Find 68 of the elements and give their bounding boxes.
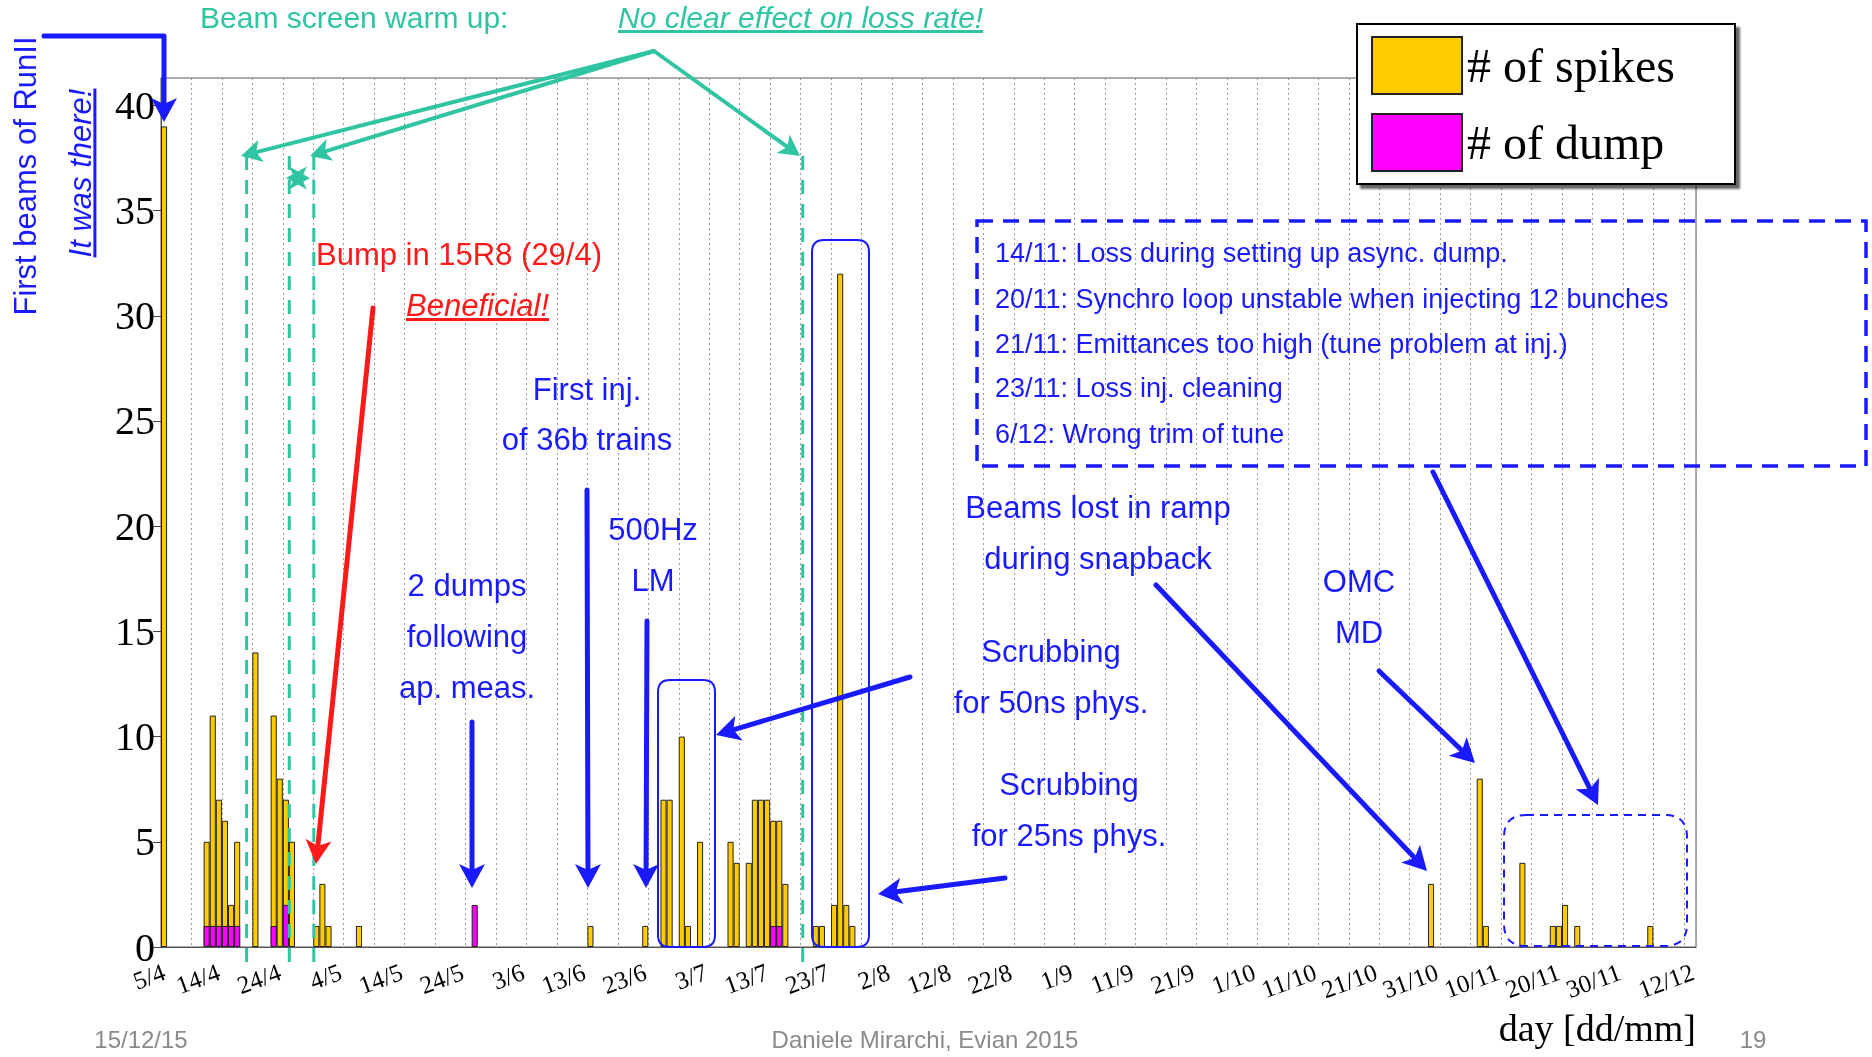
y-tick-label: 30	[115, 293, 155, 339]
x-tick-label: 31/10	[1378, 958, 1442, 1004]
text: 19	[1739, 1026, 1767, 1055]
annotation: 2 dumps following ap. meas.	[398, 567, 536, 707]
annotation: 20/11: Synchro loop unstable when injecting 12 bunches	[995, 283, 1669, 316]
x-tick-label: 13/6	[537, 958, 589, 999]
x-tick-label: 12/8	[903, 958, 955, 999]
x-tick-label: 2/8	[854, 958, 894, 995]
x-tick-label: 20/11	[1501, 958, 1564, 1003]
annotation: 500Hz LM	[608, 511, 698, 600]
x-tick-label: 1/9	[1037, 958, 1077, 995]
text: Beam screen warm up:	[200, 0, 509, 36]
x-tick-label: 23/6	[598, 958, 650, 999]
x-tick-label: 14/4	[172, 958, 224, 999]
bar	[697, 841, 704, 947]
bar	[355, 925, 363, 947]
x-tick-label: 14/5	[355, 958, 407, 999]
y-tick-label: 40	[115, 82, 155, 128]
annotation: 23/11: Loss inj. cleaning	[995, 372, 1283, 405]
x-tick-label: 22/8	[964, 958, 1016, 999]
legend-label: # of dump	[1467, 116, 1665, 169]
x-tick-label: 3/6	[488, 958, 529, 995]
x-tick-label: 1/10	[1207, 958, 1259, 999]
annotation: First inj. of 36b trains	[501, 371, 673, 459]
text: 15/12/15	[94, 1026, 188, 1055]
annotation: 6/12: Wrong trim of tune	[995, 418, 1285, 451]
bar	[252, 652, 259, 947]
x-tick-label: 23/7	[781, 958, 833, 999]
x-tick-label: 11/10	[1258, 958, 1320, 1003]
y-tick-label: 5	[135, 819, 155, 865]
x-tick-label: 21/9	[1147, 958, 1199, 999]
x-tick-label: 30/11	[1562, 958, 1625, 1003]
annotation: OMC MD	[1322, 563, 1396, 652]
bar	[587, 925, 594, 947]
x-tick-label: 21/10	[1318, 958, 1381, 1004]
bar	[161, 126, 168, 947]
annotation: 14/11: Loss during setting up async. dump.	[995, 237, 1508, 270]
x-tick-label: 24/4	[233, 958, 285, 999]
annotation: Scrubbing for 50ns phys.	[953, 633, 1149, 722]
x-tick-label: 12/12	[1634, 958, 1698, 1004]
bar	[1647, 925, 1654, 947]
x-axis-title: day [dd/mm]	[1498, 1007, 1696, 1049]
x-tick-label: 10/11	[1440, 958, 1503, 1003]
annotation: 21/11: Emittances too high (tune problem at inj.)	[995, 328, 1568, 361]
bar	[471, 904, 478, 947]
bar	[642, 925, 649, 947]
annotation: Beneficial!	[406, 287, 550, 325]
annotation: Scrubbing for 25ns phys.	[971, 766, 1167, 855]
x-tick-label: 3/7	[671, 958, 711, 995]
y-tick-label: 15	[115, 608, 155, 654]
x-tick-label: 13/7	[720, 958, 772, 999]
text: It was there!	[62, 88, 100, 258]
y-tick-label: 20	[115, 503, 155, 549]
text: No clear effect on loss rate!	[618, 0, 984, 36]
annotation: Bump in 15R8 (29/4)	[316, 236, 603, 274]
y-tick-label: 10	[115, 714, 155, 760]
text: Daniele Mirarchi, Evian 2015	[771, 1026, 1079, 1055]
y-tick-label: 25	[115, 398, 155, 444]
legend-label: # of spikes	[1467, 39, 1675, 92]
bar	[1427, 883, 1435, 947]
x-tick-label: 4/5	[306, 958, 346, 995]
x-tick-label: 24/5	[416, 958, 468, 999]
bar	[1574, 925, 1581, 947]
bar	[1519, 862, 1526, 947]
x-tick-label: 11/9	[1087, 958, 1138, 999]
y-tick-label: 35	[115, 188, 155, 234]
annotation: Beams lost in ramp during snapback	[965, 489, 1231, 578]
text: First beams of RunII	[7, 36, 45, 316]
